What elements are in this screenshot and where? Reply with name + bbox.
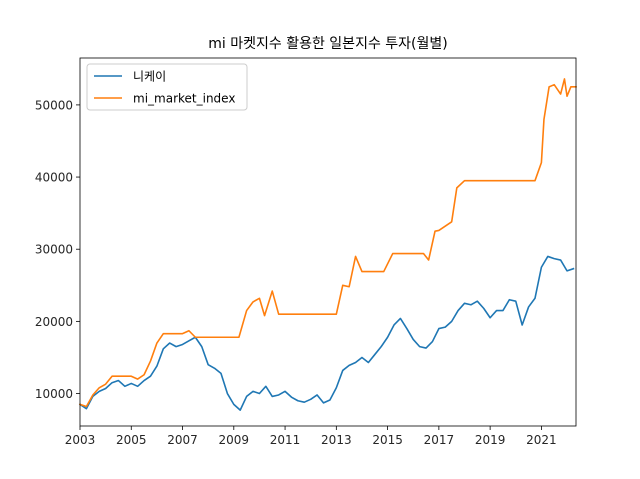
x-axis: 2003 2005 2007 2009 2011 2013 2015 2017 2019 2021 [65,426,557,447]
x-tick-label: 2007 [167,433,198,447]
axes-border [79,57,577,427]
y-tick-label: 40000 [35,171,73,185]
y-tick-label: 20000 [35,315,73,329]
plot-background [80,58,576,426]
series-line-mi-market-index [78,78,577,408]
x-tick-label: 2013 [321,433,352,447]
x-tick-label: 2009 [219,433,250,447]
axes-frame [79,57,577,427]
legend-box [86,63,248,111]
y-tick-label: 10000 [35,387,73,401]
x-tick-label: 2003 [65,433,96,447]
x-tick-label: 2005 [116,433,147,447]
x-tick-label: 2015 [372,433,403,447]
x-tick-label: 2017 [424,433,455,447]
legend-label-nikkei: 니케이 [133,70,166,84]
x-tick-label: 2019 [475,433,506,447]
y-axis: 10000 20000 30000 40000 50000 [35,98,80,401]
y-tick-label: 30000 [35,243,73,257]
x-tick-label: 2011 [270,433,301,447]
legend-label-mi-market-index: mi_market_index [133,92,235,106]
y-tick-label: 50000 [35,98,73,112]
chart-title: mi 마켓지수 활용한 일본지수 투자(월별) [208,36,447,52]
x-tick-label: 2021 [526,433,557,447]
series-layer [78,78,577,411]
plot-area: 2003 2005 2007 2009 2011 2013 2015 2017 2019 2021… [35,57,577,447]
series-line-nikkei [78,255,575,411]
legend: 니케이 mi_market_index [86,63,248,111]
